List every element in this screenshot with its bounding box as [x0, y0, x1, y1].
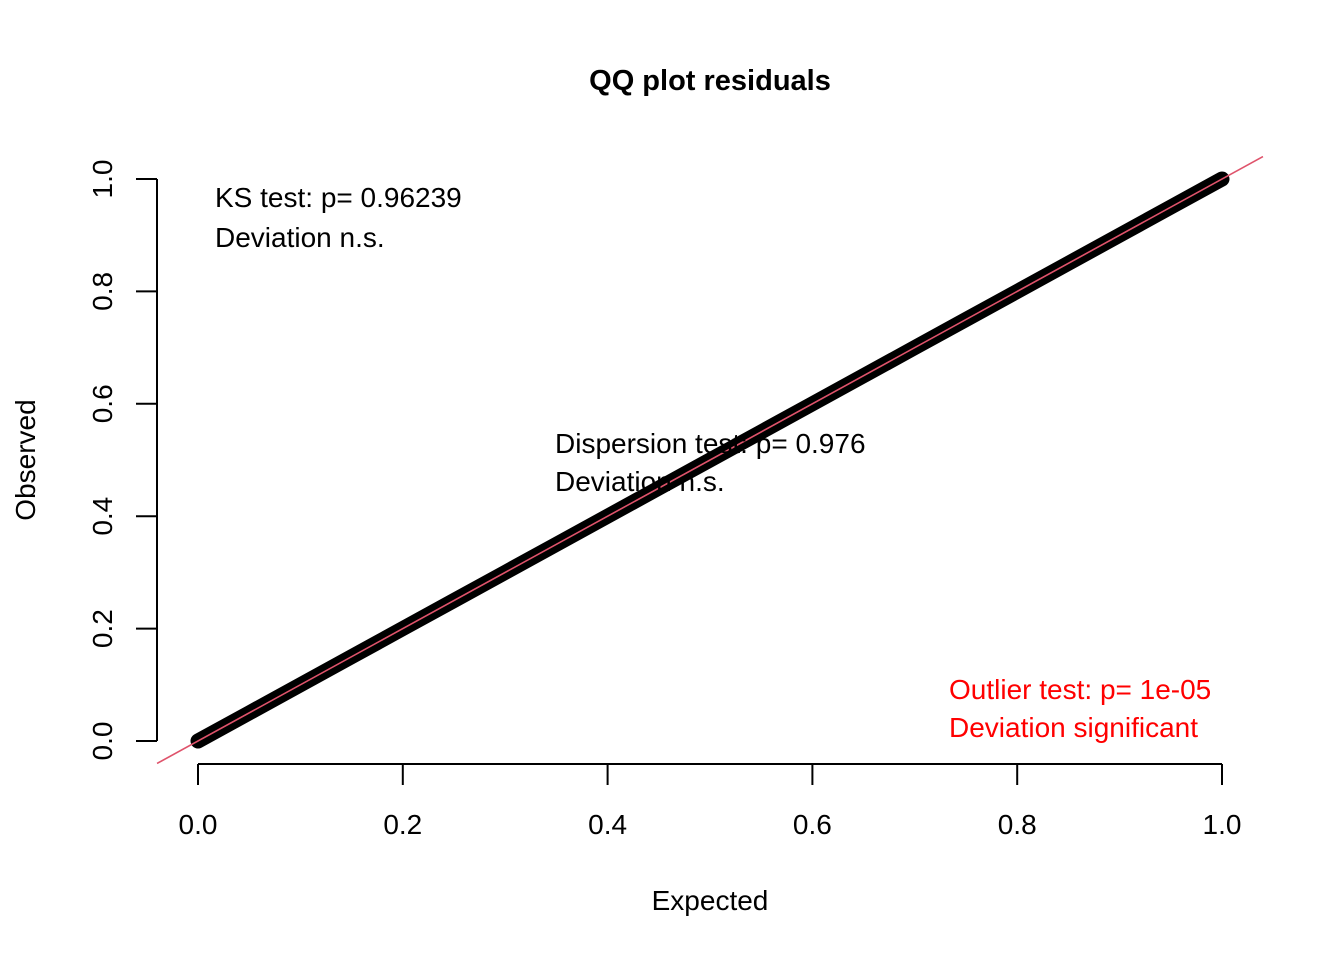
ks-test-text: KS test: p= 0.96239 [215, 182, 462, 213]
y-tick-label: 0.2 [87, 609, 118, 648]
outlier-deviation-text: Deviation significant [949, 712, 1198, 743]
y-tick-label: 0.4 [87, 497, 118, 536]
y-tick-label: 1.0 [87, 160, 118, 199]
y-tick-label: 0.0 [87, 722, 118, 761]
x-tick-label: 0.0 [179, 809, 218, 840]
x-axis: 0.0 0.2 0.4 0.6 0.8 1.0 [179, 763, 1242, 840]
x-tick-label: 0.8 [998, 809, 1037, 840]
dispersion-test-text: Dispersion test: p= 0.976 [555, 428, 866, 459]
x-tick-label: 1.0 [1203, 809, 1242, 840]
x-axis-title: Expected [652, 885, 769, 916]
y-axis-title: Observed [10, 399, 41, 520]
y-tick-label: 0.6 [87, 384, 118, 423]
chart-title: QQ plot residuals [589, 65, 831, 97]
outlier-test-text: Outlier test: p= 1e-05 [949, 674, 1211, 705]
x-tick-label: 0.6 [793, 809, 832, 840]
reference-line [156, 155, 1264, 765]
y-axis: 0.0 0.2 0.4 0.6 0.8 1.0 [87, 160, 158, 761]
ks-deviation-text: Deviation n.s. [215, 222, 385, 253]
dispersion-deviation-text: Deviation n.s. [555, 466, 725, 497]
x-tick-label: 0.2 [383, 809, 422, 840]
y-tick-label: 0.8 [87, 272, 118, 311]
x-tick-label: 0.4 [588, 809, 627, 840]
